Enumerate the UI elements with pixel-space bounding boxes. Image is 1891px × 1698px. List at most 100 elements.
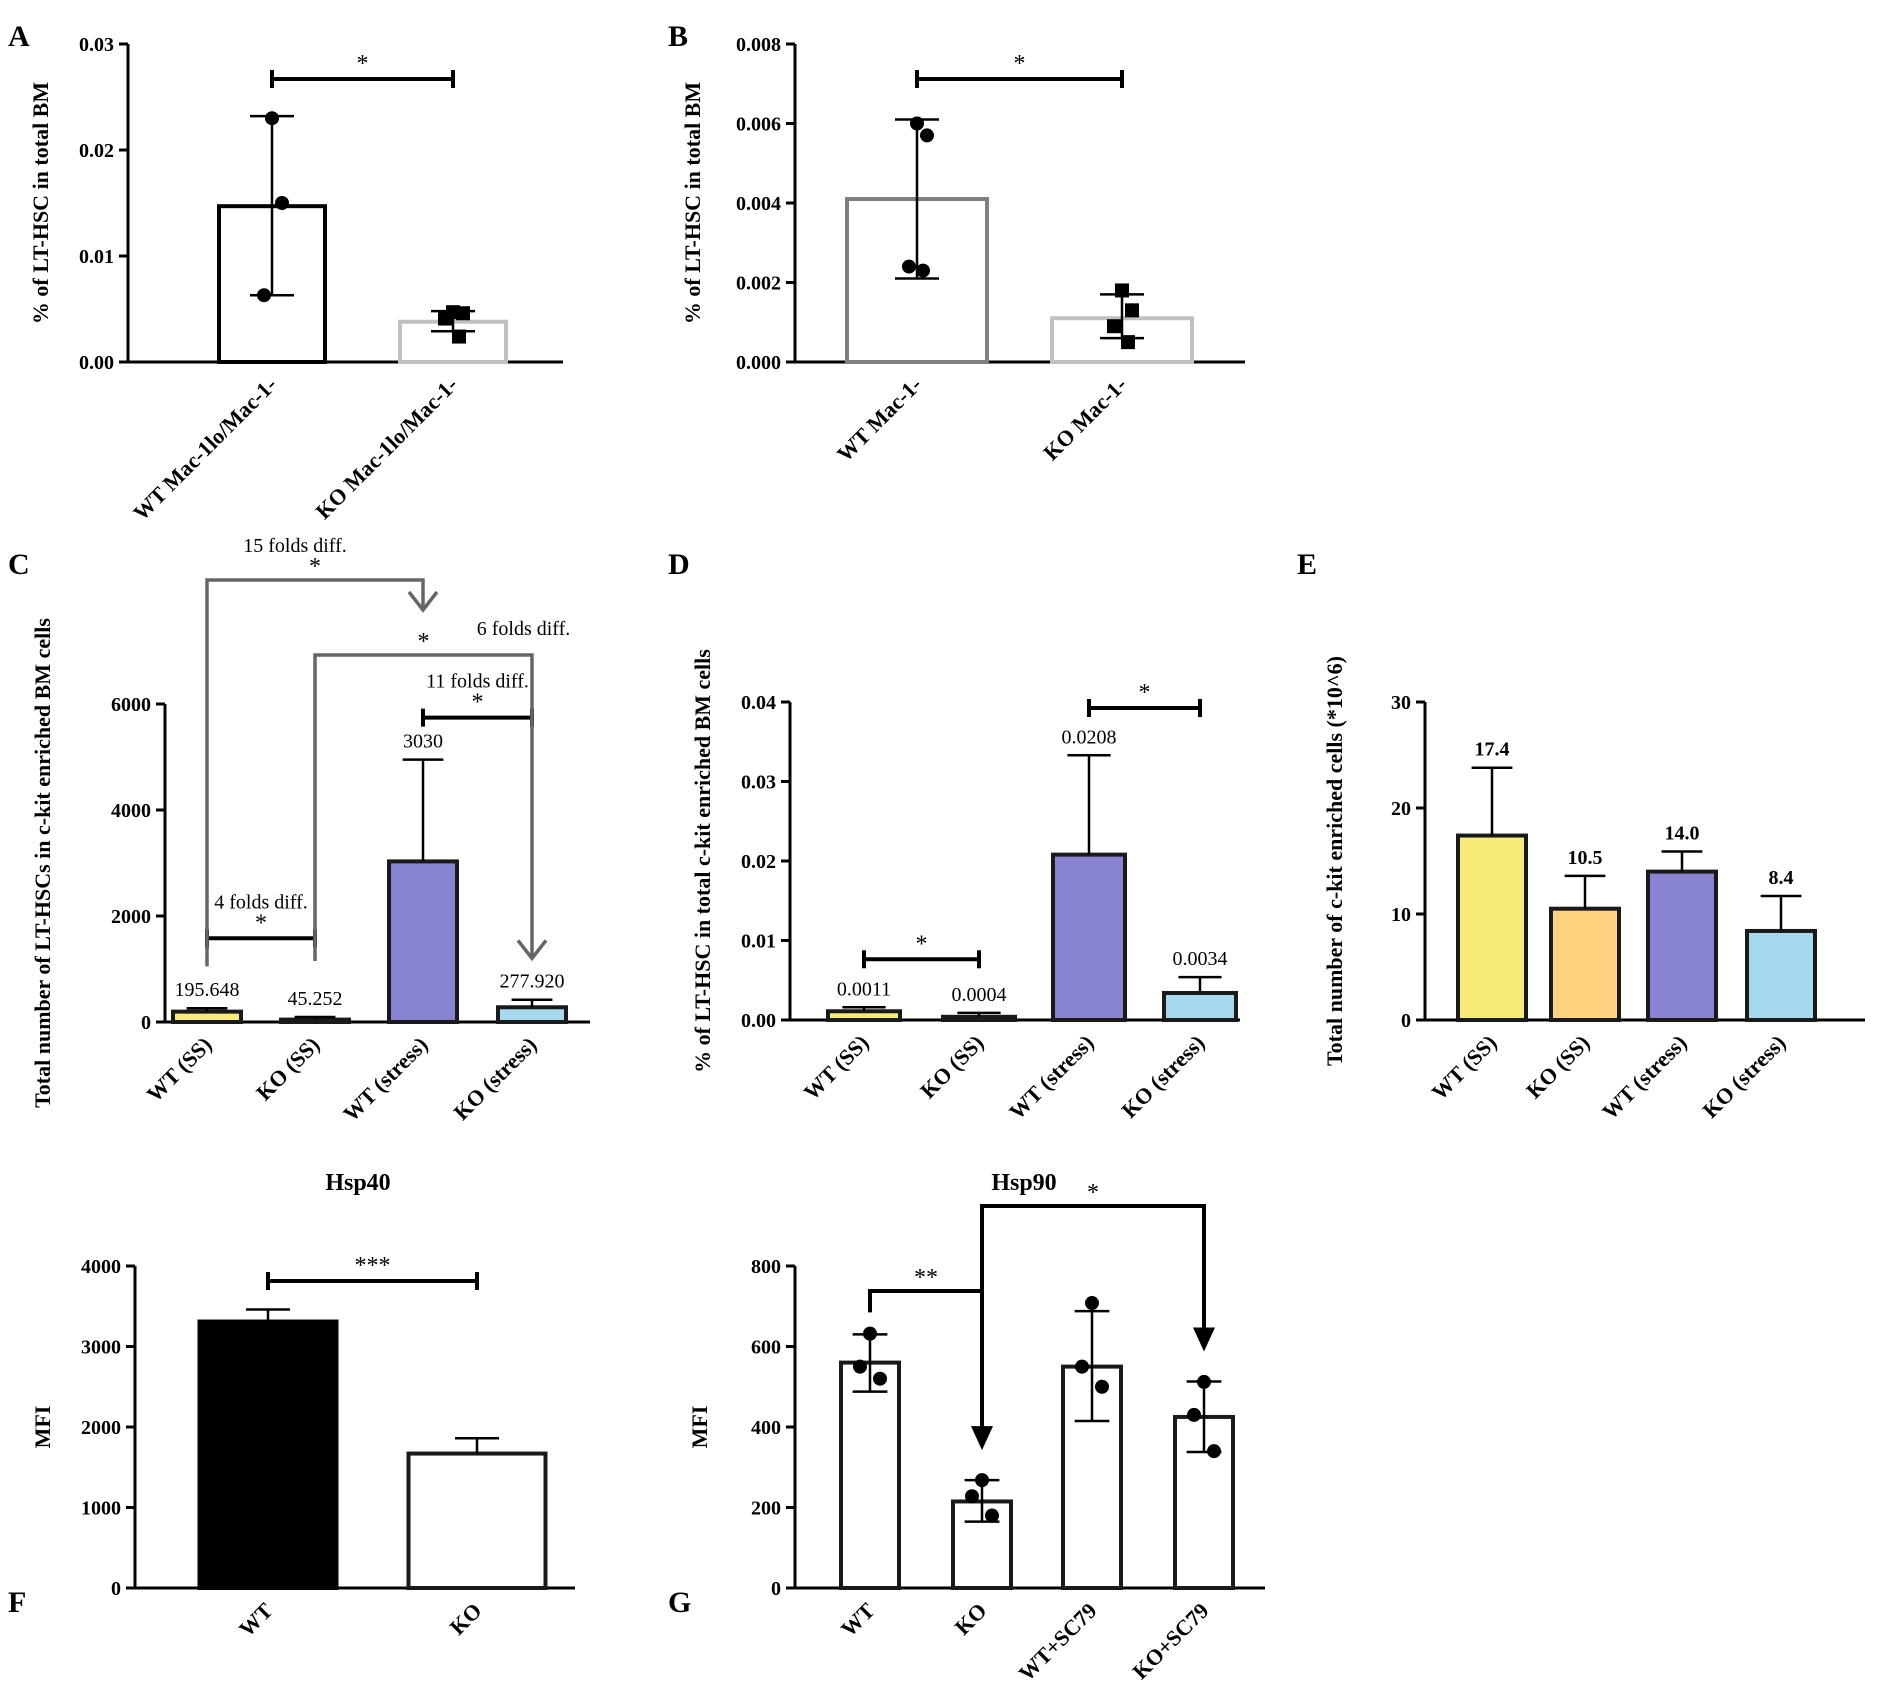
y-tick-label: 0.00 (741, 1010, 776, 1032)
data-point (916, 263, 930, 278)
comparison-arrow (313, 653, 534, 962)
bar-1 (1456, 833, 1528, 1022)
y-tick-label: 200 (751, 1498, 781, 1520)
bar-1 (171, 1009, 243, 1025)
y-tick-label: 600 (751, 1337, 781, 1359)
y-axis-label: % of LT-HSC in total c-kit enriched BM c… (690, 649, 715, 1073)
y-tick-label: 0 (111, 1578, 121, 1600)
data-label: 45.252 (288, 988, 343, 1010)
bar-2 (279, 1017, 351, 1024)
data-point (1085, 1296, 1099, 1311)
panel-letter: A (8, 20, 30, 53)
chart-title: Hsp90 (991, 1170, 1056, 1196)
y-axis-label: Total number of LT-HSCs in c-kit enriche… (30, 618, 55, 1108)
y-axis-label: Total number of c-kit enriched cells (*1… (1322, 656, 1347, 1066)
y-axis-label: % of LT-HSC in total BM (680, 82, 705, 324)
data-point (456, 306, 470, 321)
data-point (1095, 1379, 1109, 1394)
y-tick-label: 3000 (81, 1337, 121, 1359)
y-tick-label: 0.04 (741, 692, 776, 714)
data-point (910, 116, 924, 131)
comparison-arrow (868, 1289, 984, 1431)
bar-4 (1745, 928, 1817, 1023)
data-point (975, 1473, 989, 1488)
bar-3 (1646, 869, 1718, 1022)
bar-2 (941, 1014, 1017, 1023)
bar-2 (406, 1451, 548, 1590)
data-point (1107, 319, 1121, 334)
significance-note: 11 folds diff. (426, 671, 529, 693)
significance-note: 6 folds diff. (477, 618, 571, 640)
bar-4 (496, 1005, 568, 1025)
y-tick-label: 1000 (81, 1498, 121, 1520)
comparison-arrow (980, 1204, 1206, 1332)
data-point (1125, 303, 1139, 318)
y-tick-label: 400 (751, 1417, 781, 1439)
data-label: 3030 (403, 731, 443, 753)
data-point (1121, 335, 1135, 350)
data-label: 195.648 (175, 979, 240, 1001)
bar-4 (1162, 990, 1238, 1022)
y-tick-label: 30 (1391, 692, 1411, 714)
y-tick-label: 4000 (111, 800, 151, 822)
y-tick-label: 2000 (81, 1417, 121, 1439)
y-axis-label: MFI (30, 1406, 55, 1449)
y-tick-label: 0.000 (736, 352, 781, 374)
data-point (1115, 283, 1129, 298)
data-point (863, 1326, 877, 1341)
y-tick-label: 0.004 (736, 193, 781, 215)
data-point (873, 1371, 887, 1386)
significance-star: * (1139, 680, 1151, 706)
data-label: 277.920 (500, 971, 565, 993)
panel-letter: C (8, 548, 30, 581)
y-tick-label: 0.00 (79, 352, 114, 374)
arrow-head (1193, 1327, 1215, 1352)
y-axis-label: MFI (687, 1406, 712, 1449)
y-tick-label: 0.02 (741, 851, 776, 873)
y-tick-label: 0.01 (741, 931, 776, 953)
panel-letter: B (668, 20, 688, 53)
y-tick-label: 0.006 (736, 114, 781, 136)
data-label: 0.0004 (952, 984, 1007, 1006)
bar-3 (387, 859, 459, 1024)
data-point (920, 128, 934, 143)
data-point (1075, 1359, 1089, 1374)
data-label: 14.0 (1665, 822, 1700, 844)
significance-star: * (1087, 1180, 1099, 1206)
significance-star: *** (355, 1253, 391, 1279)
data-point (853, 1359, 867, 1374)
y-tick-label: 0.008 (736, 34, 781, 56)
y-tick-label: 0.03 (741, 772, 776, 794)
panel-a-chart: A 0.00 0.01 0.02 0.03 % of LT-HSC in total BM… (8, 20, 563, 525)
bar-3 (1051, 852, 1127, 1023)
panel-letter: E (1297, 548, 1317, 581)
data-point (265, 111, 279, 126)
y-tick-label: 0 (771, 1578, 781, 1600)
data-label: 0.0011 (837, 978, 891, 1000)
significance-star: * (418, 629, 430, 655)
y-tick-label: 2000 (111, 906, 151, 928)
bar-1 (826, 1009, 902, 1023)
significance-star: * (472, 690, 484, 716)
y-tick-label: 0.01 (79, 246, 114, 268)
data-point (438, 311, 452, 326)
data-label: 10.5 (1568, 847, 1603, 869)
significance-star: * (255, 910, 267, 936)
y-tick-label: 800 (751, 1256, 781, 1278)
y-tick-label: 0.03 (79, 34, 114, 56)
data-point (257, 288, 271, 303)
y-tick-label: 6000 (111, 694, 151, 716)
significance-star: * (916, 931, 928, 957)
data-point (452, 329, 466, 344)
y-tick-label: 0 (1401, 1010, 1411, 1032)
y-tick-label: 10 (1391, 904, 1411, 926)
significance-star: * (357, 51, 369, 77)
panel-letter: G (668, 1586, 691, 1619)
arrow-head (407, 590, 439, 613)
data-label: 17.4 (1475, 739, 1510, 761)
data-point (275, 196, 289, 210)
data-point (985, 1508, 999, 1523)
